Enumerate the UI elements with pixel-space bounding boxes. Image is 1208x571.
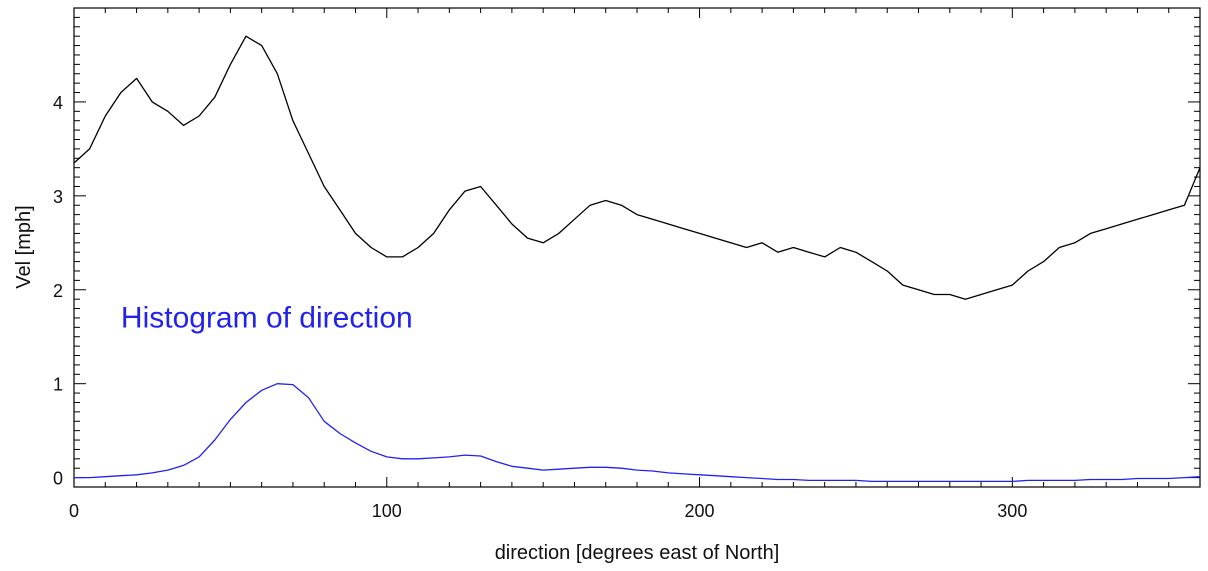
x-axis-title: direction [degrees east of North]: [495, 542, 780, 564]
x-tick-label: 300: [997, 501, 1027, 521]
series-layer: [73, 35, 1201, 483]
histogram-annotation: Histogram of direction: [121, 301, 413, 334]
tick-labels: 0 100 200 300 0 1 2 3 4: [53, 93, 1027, 521]
y-tick-label: 3: [53, 187, 63, 207]
x-tick-label: 100: [372, 501, 402, 521]
x-tick-label: 200: [685, 501, 715, 521]
y-axis-title: Vel [mph]: [13, 205, 35, 288]
y-tick-label: 4: [53, 93, 63, 113]
y-tick-label: 1: [53, 375, 63, 395]
y-tick-label: 2: [53, 281, 63, 301]
x-tick-label: 0: [69, 501, 79, 521]
plot-frame: [73, 7, 1201, 488]
histogram-series-line: [74, 383, 1201, 483]
y-tick-label: 0: [53, 469, 63, 489]
velocity-series-line: [73, 35, 1201, 300]
axis-ticks: [73, 8, 1200, 487]
